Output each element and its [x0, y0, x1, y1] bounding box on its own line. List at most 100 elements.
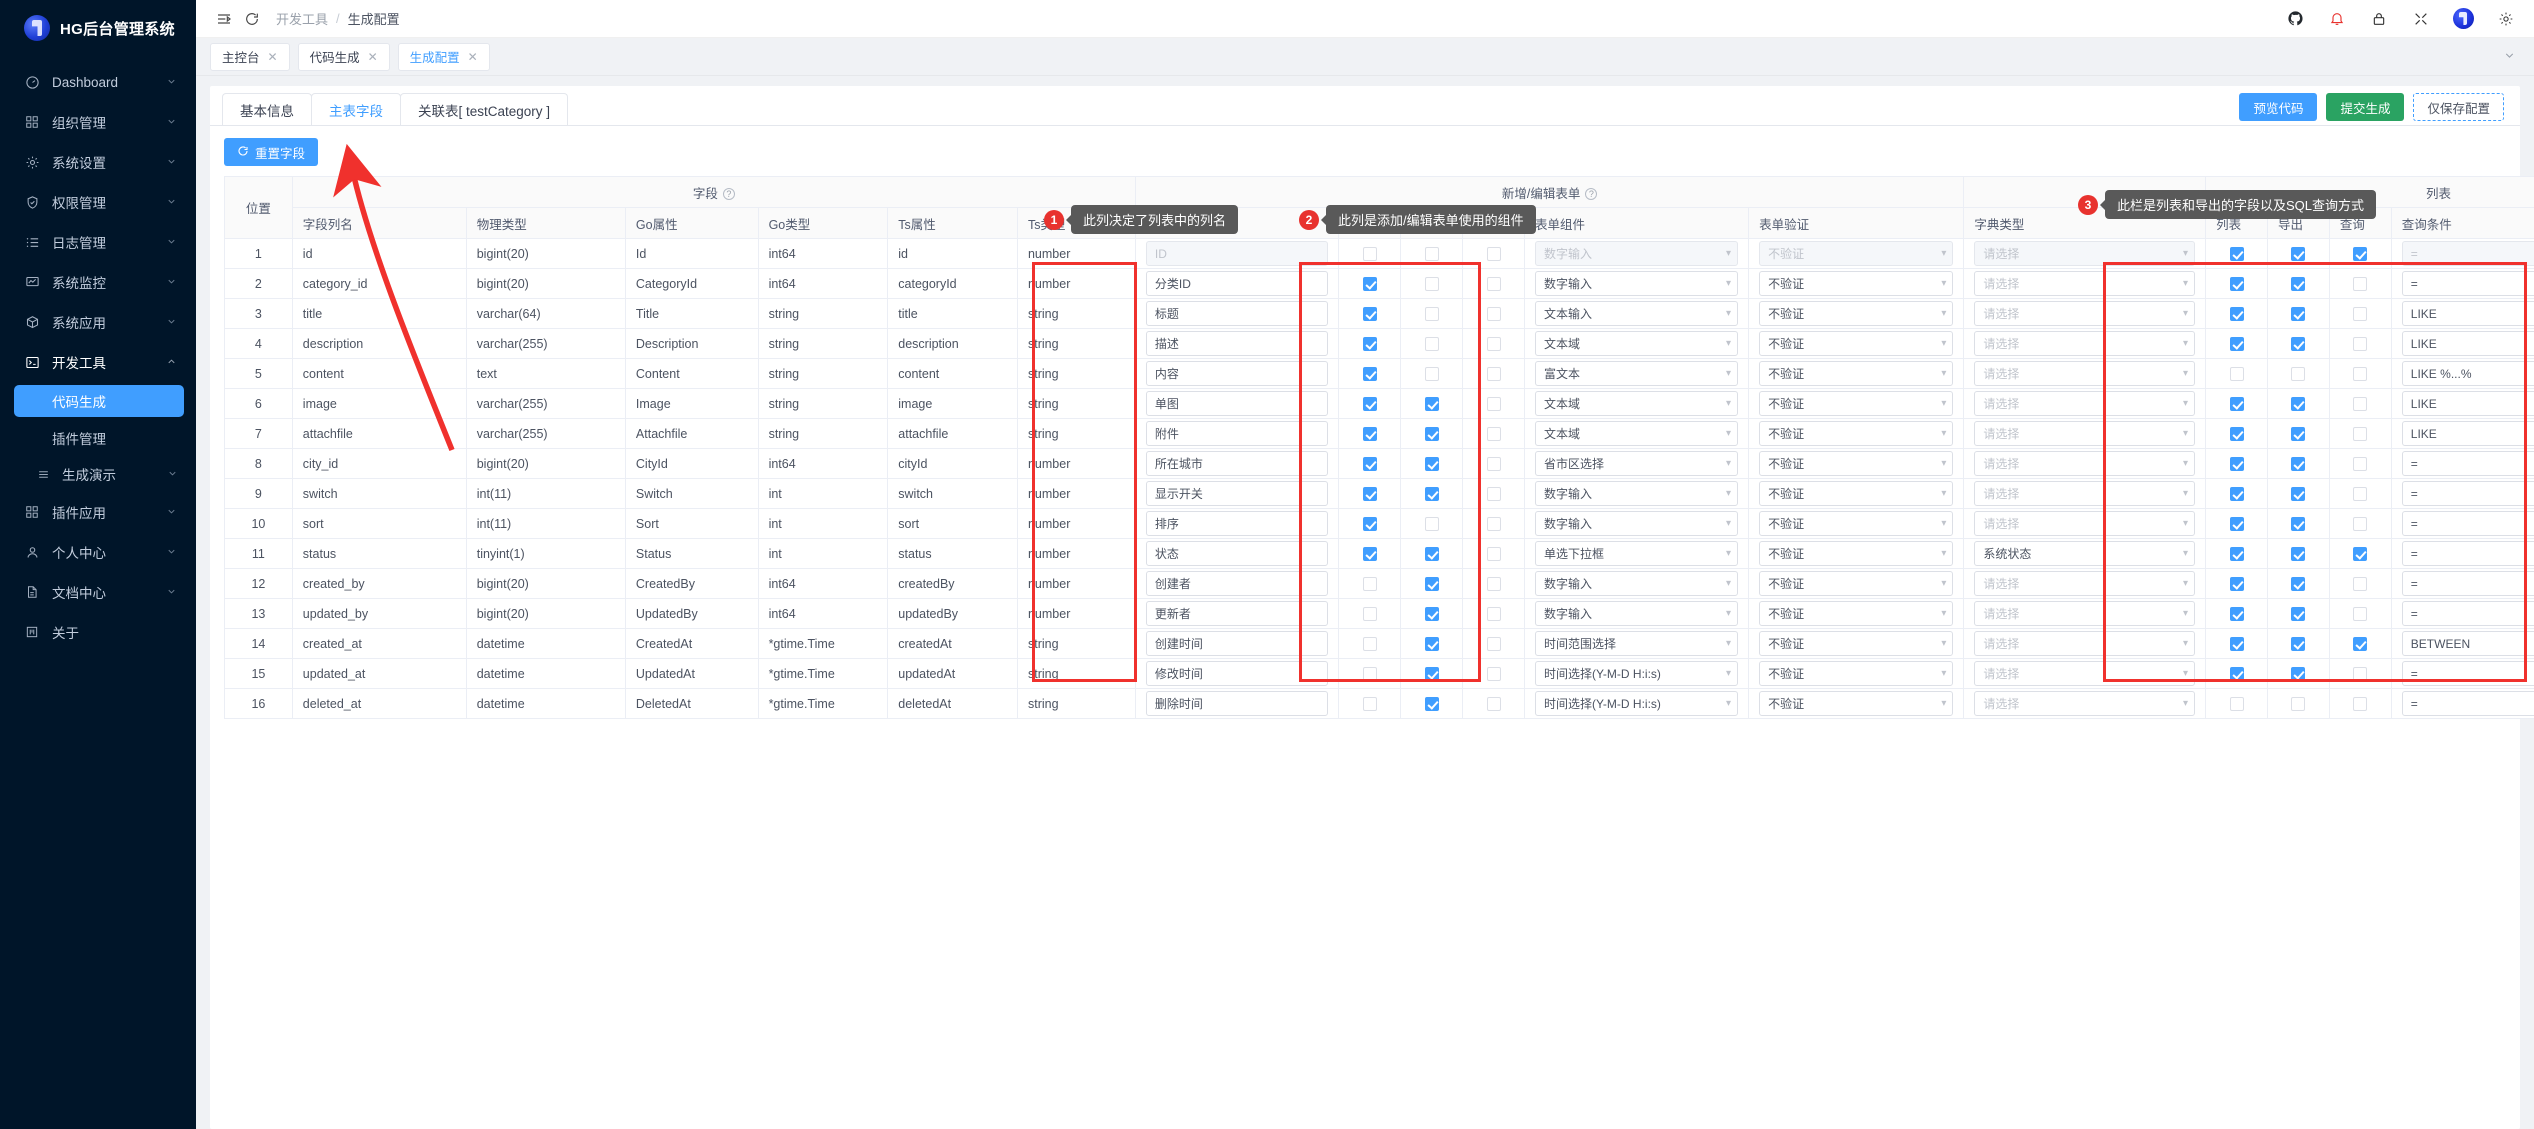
checkbox[interactable] [1362, 396, 1377, 411]
table-cell-checkbox[interactable] [1400, 448, 1464, 479]
checkbox[interactable] [2291, 576, 2306, 591]
table-cell-checkbox[interactable] [2328, 628, 2392, 659]
table-cell-checkbox[interactable] [1338, 658, 1402, 689]
checkbox[interactable] [2229, 696, 2244, 711]
checkbox[interactable] [1486, 396, 1501, 411]
checkbox[interactable] [1424, 486, 1439, 501]
cell-dict-type[interactable]: 请选择 ▾ [1963, 688, 2207, 719]
table-cell-checkbox[interactable] [1400, 598, 1464, 629]
form-component-select[interactable]: 数字输入 ▾ [1535, 241, 1739, 266]
checkbox[interactable] [2353, 636, 2368, 651]
field-desc-input[interactable]: 状态 [1145, 541, 1329, 566]
query-condition-select[interactable]: =▾ [2401, 511, 2534, 536]
checkbox[interactable] [1486, 426, 1501, 441]
bell-icon[interactable] [2327, 9, 2347, 29]
cell-query-condition[interactable]: =▾ [2390, 688, 2534, 719]
cell-field-desc[interactable]: 排序 [1134, 508, 1340, 539]
table-cell-checkbox[interactable] [1462, 298, 1526, 329]
form-component-select[interactable]: 数字输入 ▾ [1535, 271, 1739, 296]
cell-field-desc[interactable]: 所在城市 [1134, 448, 1340, 479]
dict-type-select[interactable]: 请选择 ▾ [1974, 331, 2196, 356]
query-condition-select[interactable]: =▾ [2401, 661, 2534, 686]
checkbox[interactable] [2291, 486, 2306, 501]
table-cell-checkbox[interactable] [2266, 628, 2330, 659]
cell-field-desc[interactable]: 创建者 [1134, 568, 1340, 599]
cell-form-validate[interactable]: 不验证 ▾ [1748, 688, 1965, 719]
checkbox[interactable] [1486, 336, 1501, 351]
checkbox[interactable] [1362, 636, 1377, 651]
form-validate-select[interactable]: 不验证 ▾ [1759, 691, 1954, 716]
form-component-select[interactable]: 单选下拉框 ▾ [1535, 541, 1739, 566]
table-cell-checkbox[interactable] [2328, 478, 2392, 509]
form-component-select[interactable]: 时间范围选择 ▾ [1535, 631, 1739, 656]
cell-form-validate[interactable]: 不验证 ▾ [1748, 418, 1965, 449]
collapse-icon[interactable] [210, 5, 238, 33]
cell-form-component[interactable]: 省市区选择 ▾ [1524, 448, 1750, 479]
cell-dict-type[interactable]: 请选择 ▾ [1963, 448, 2207, 479]
sidebar-item-settings[interactable]: 系统设置 [0, 142, 196, 182]
cell-form-component[interactable]: 时间选择(Y-M-D H:i:s) ▾ [1524, 688, 1750, 719]
sidebar-item-logs[interactable]: 日志管理 [0, 222, 196, 262]
cell-dict-type[interactable]: 请选择 ▾ [1963, 568, 2207, 599]
checkbox[interactable] [1486, 246, 1501, 261]
checkbox[interactable] [2291, 696, 2306, 711]
cell-form-component[interactable]: 时间选择(Y-M-D H:i:s) ▾ [1524, 658, 1750, 689]
checkbox[interactable] [2353, 366, 2368, 381]
table-cell-checkbox[interactable] [1400, 568, 1464, 599]
checkbox[interactable] [1362, 366, 1377, 381]
cell-dict-type[interactable]: 请选择 ▾ [1963, 478, 2207, 509]
cell-dict-type[interactable]: 请选择 ▾ [1963, 298, 2207, 329]
table-cell-checkbox[interactable] [2205, 268, 2268, 299]
table-cell-checkbox[interactable] [1338, 418, 1402, 449]
table-cell-checkbox[interactable] [1462, 388, 1526, 419]
checkbox[interactable] [1362, 486, 1377, 501]
form-validate-select[interactable]: 不验证 ▾ [1759, 331, 1954, 356]
form-validate-select[interactable]: 不验证 ▾ [1759, 481, 1954, 506]
table-cell-checkbox[interactable] [2205, 298, 2268, 329]
table-cell-checkbox[interactable] [1338, 598, 1402, 629]
checkbox[interactable] [1362, 336, 1377, 351]
form-component-select[interactable]: 时间选择(Y-M-D H:i:s) ▾ [1535, 661, 1739, 686]
form-validate-select[interactable]: 不验证 ▾ [1759, 571, 1954, 596]
cell-field-desc[interactable]: 内容 [1134, 358, 1340, 389]
table-cell-checkbox[interactable] [2328, 448, 2392, 479]
checkbox[interactable] [2291, 246, 2306, 261]
form-component-select[interactable]: 时间选择(Y-M-D H:i:s) ▾ [1535, 691, 1739, 716]
checkbox[interactable] [2291, 426, 2306, 441]
cell-form-validate[interactable]: 不验证 ▾ [1748, 268, 1965, 299]
cell-field-desc[interactable]: 删除时间 [1134, 688, 1340, 719]
checkbox[interactable] [2229, 576, 2244, 591]
checkbox[interactable] [1424, 456, 1439, 471]
table-cell-checkbox[interactable] [1462, 238, 1526, 269]
form-validate-select[interactable]: 不验证 ▾ [1759, 361, 1954, 386]
checkbox[interactable] [1424, 636, 1439, 651]
dict-type-select[interactable]: 请选择 ▾ [1974, 571, 2196, 596]
table-cell-checkbox[interactable] [2328, 328, 2392, 359]
checkbox[interactable] [2229, 516, 2244, 531]
page-tab-code-generate[interactable]: 代码生成 ✕ [297, 42, 390, 71]
cell-dict-type[interactable]: 请选择 ▾ [1963, 508, 2207, 539]
dict-type-select[interactable]: 请选择 ▾ [1974, 241, 2196, 266]
field-desc-input[interactable]: 显示开关 [1145, 481, 1329, 506]
checkbox[interactable] [2353, 426, 2368, 441]
checkbox[interactable] [2229, 246, 2244, 261]
form-component-select[interactable]: 数字输入 ▾ [1535, 511, 1739, 536]
checkbox[interactable] [2353, 696, 2368, 711]
form-component-select[interactable]: 富文本 ▾ [1535, 361, 1739, 386]
form-component-select[interactable]: 省市区选择 ▾ [1535, 451, 1739, 476]
table-cell-checkbox[interactable] [2266, 658, 2330, 689]
dict-type-select[interactable]: 请选择 ▾ [1974, 451, 2196, 476]
checkbox[interactable] [2229, 486, 2244, 501]
table-cell-checkbox[interactable] [2205, 568, 2268, 599]
table-cell-checkbox[interactable] [2205, 328, 2268, 359]
sidebar-item-about[interactable]: 关于 [0, 612, 196, 652]
field-desc-input[interactable]: 所在城市 [1145, 451, 1329, 476]
cell-dict-type[interactable]: 请选择 ▾ [1963, 238, 2207, 269]
preview-code-button[interactable]: 预览代码 [2239, 93, 2318, 121]
field-desc-input[interactable]: 更新者 [1145, 601, 1329, 626]
github-icon[interactable] [2285, 9, 2305, 29]
cell-field-desc[interactable]: 附件 [1134, 418, 1340, 449]
table-cell-checkbox[interactable] [1400, 508, 1464, 539]
table-cell-checkbox[interactable] [2266, 418, 2330, 449]
table-cell-checkbox[interactable] [1462, 478, 1526, 509]
